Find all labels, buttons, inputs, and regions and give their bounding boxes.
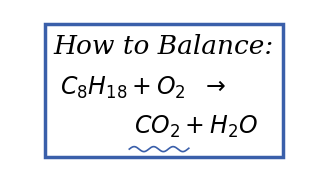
Text: How to Balance:: How to Balance: [54,34,274,59]
Text: $\mathit{C}_8\mathit{H}_{18} + \mathit{O}_2$  $\rightarrow$: $\mathit{C}_8\mathit{H}_{18} + \mathit{O… [60,75,226,101]
Text: $\mathit{C}\mathit{O}_2 + \mathit{H}_2\mathit{O}$: $\mathit{C}\mathit{O}_2 + \mathit{H}_2\m… [134,114,258,140]
